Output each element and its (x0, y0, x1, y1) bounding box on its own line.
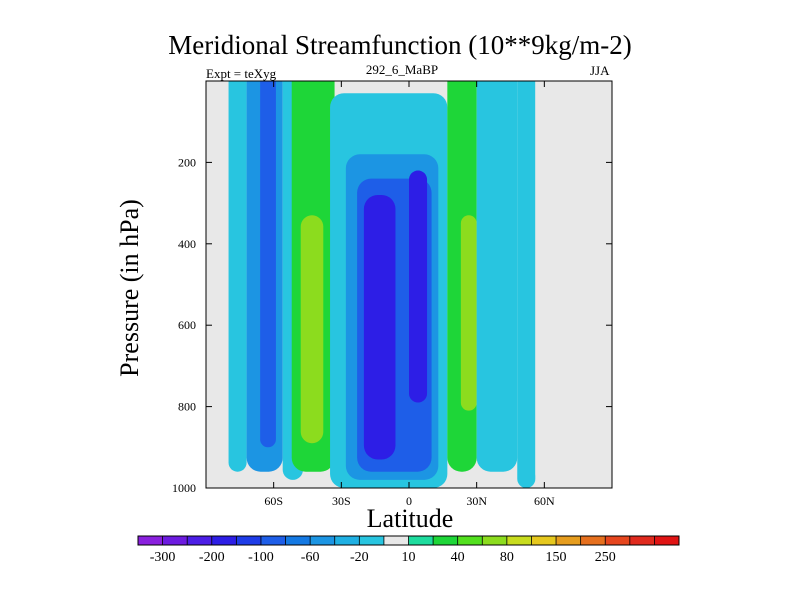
colorbar-label: -20 (350, 550, 369, 565)
y-axis: 200 400 600 800 1000 (172, 155, 612, 495)
colorbar-swatch (629, 536, 655, 545)
colorbar-border (137, 535, 680, 546)
contour-band-10 (363, 194, 396, 460)
colorbar: -300 -200 -100 -60 -20 10 40 80 150 250 (137, 535, 680, 565)
colorbar-swatch (506, 536, 532, 545)
y-tick-label: 200 (178, 155, 196, 169)
colorbar-swatch (359, 536, 385, 545)
colorbar-swatch (285, 536, 311, 545)
colorbar-label: 250 (595, 550, 616, 565)
contour-band-3 (260, 81, 276, 448)
contour-band-11 (409, 170, 428, 403)
y-tick-label: 600 (178, 318, 196, 332)
contour-band-13 (460, 215, 477, 411)
colorbar-swatch (138, 536, 163, 545)
y-tick-label: 400 (178, 237, 196, 251)
x-tick-label: 30N (466, 494, 487, 508)
colorbar-swatch (654, 536, 680, 545)
colorbar-swatch (605, 536, 631, 545)
colorbar-label: 40 (451, 550, 465, 565)
contour-band-14 (476, 81, 518, 472)
experiment-label: Expt = teXyg (206, 66, 277, 81)
colorbar-swatch (433, 536, 458, 545)
x-tick-label: 60S (264, 494, 283, 508)
colorbar-swatch (457, 536, 483, 545)
colorbar-label: 10 (402, 550, 416, 565)
colorbar-swatch (408, 536, 434, 545)
colorbar-label: 150 (546, 550, 567, 565)
colorbar-swatch (531, 536, 557, 545)
colorbar-swatch (187, 536, 213, 545)
colorbar-swatch (383, 536, 409, 545)
colorbar-swatch (310, 536, 336, 545)
contour-band-1 (228, 81, 247, 472)
x-tick-label: 30S (332, 494, 351, 508)
x-tick-label: 0 (406, 494, 412, 508)
season-label: JJA (590, 63, 610, 78)
colorbar-swatch (580, 536, 606, 545)
case-label: 292_6_MaBP (365, 62, 439, 77)
y-tick-label: 800 (178, 400, 196, 414)
colorbar-label: -300 (150, 550, 176, 565)
contour-band-6 (300, 215, 324, 444)
x-tick-label: 60N (534, 494, 555, 508)
contour-band-16 (535, 81, 612, 488)
chart-title: Meridional Streamfunction (10**9kg/m-2) (168, 30, 632, 60)
colorbar-swatch (556, 536, 581, 545)
colorbar-swatch (162, 536, 188, 545)
contour-band-15 (517, 81, 536, 488)
colorbar-swatch (334, 536, 360, 545)
colorbar-label: 80 (500, 550, 514, 565)
colorbar-swatch (482, 536, 508, 545)
x-axis: 60S 30S 0 30N 60N (264, 81, 555, 508)
colorbar-swatch (236, 536, 262, 545)
contour-fill-layer (206, 81, 612, 488)
x-axis-label: Latitude (366, 504, 454, 533)
colorbar-swatch (260, 536, 286, 545)
colorbar-label: -60 (301, 550, 320, 565)
colorbar-swatch (211, 536, 237, 545)
y-tick-label: 1000 (172, 481, 196, 495)
colorbar-label: -100 (248, 550, 274, 565)
colorbar-label: -200 (199, 550, 225, 565)
